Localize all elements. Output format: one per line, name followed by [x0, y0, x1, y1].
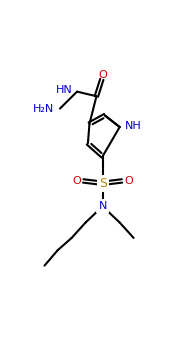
- Text: S: S: [99, 177, 107, 190]
- Text: N: N: [98, 201, 107, 211]
- Text: O: O: [98, 70, 107, 80]
- Text: H₂N: H₂N: [32, 104, 54, 114]
- Text: NH: NH: [125, 121, 142, 131]
- Text: O: O: [125, 176, 133, 186]
- Text: HN: HN: [56, 85, 72, 95]
- Text: O: O: [72, 176, 81, 186]
